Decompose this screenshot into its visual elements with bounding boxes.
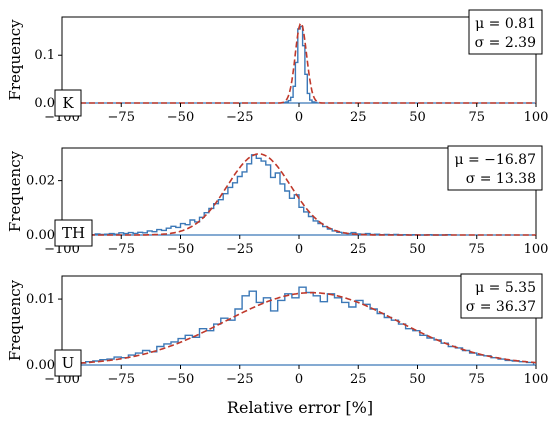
y-tick-label: 0.02 [26, 174, 55, 189]
panel-tag-label: TH [62, 224, 85, 242]
y-tick-label: 0.00 [26, 228, 55, 243]
x-tick-label: 0 [295, 110, 303, 125]
fit-stats-box [460, 273, 543, 319]
y-axis-title: Frequency [6, 279, 24, 361]
x-tick-label: 75 [468, 242, 485, 257]
x-tick-label: 50 [409, 372, 426, 387]
x-tick-label: 75 [468, 372, 485, 387]
x-tick-label: 75 [468, 110, 485, 125]
mu-value-label: μ = −16.87 [454, 152, 536, 168]
x-tick-label: −25 [226, 110, 253, 125]
panel-u: −100 −75 −50 −25 0 25 50 75 1000.000.01Frequency… [6, 273, 549, 387]
sigma-value-label: σ = 36.37 [466, 299, 536, 315]
panel-tag-label: U [62, 354, 75, 372]
y-axis-title: Frequency [6, 150, 24, 232]
fit-stats-box [447, 145, 543, 191]
histogram-step-series [61, 154, 452, 236]
sigma-value-label: σ = 13.38 [466, 171, 536, 187]
normal-fit-curve [62, 291, 537, 365]
x-tick-label: 0 [295, 242, 303, 257]
x-tick-label: −75 [108, 372, 135, 387]
normal-fit-curve [62, 22, 536, 104]
x-axis-title: Relative error [%] [227, 398, 373, 417]
panel-tag-box [54, 89, 82, 117]
panel-tag-label: K [62, 94, 74, 112]
plot-frame [61, 16, 537, 104]
x-tick-label: −25 [226, 372, 253, 387]
y-tick-label: 0.00 [26, 358, 55, 373]
mu-value-label: μ = 0.81 [475, 16, 536, 32]
y-tick-label: 0.0 [34, 96, 55, 111]
panel-tag-box [54, 349, 82, 377]
x-tick-label: −75 [108, 242, 135, 257]
x-tick-label: 25 [350, 372, 367, 387]
x-tick-label: 50 [409, 110, 426, 125]
normal-fit-curve [62, 153, 536, 236]
panel-th: −100 −75 −50 −25 0 25 50 75 1000.000.02Frequency… [6, 145, 549, 257]
x-tick-label: −75 [108, 110, 135, 125]
panel-tag-box [54, 219, 93, 247]
x-tick-label: −50 [167, 372, 194, 387]
y-tick-label: 0.1 [34, 48, 55, 63]
fit-stats-box [468, 9, 543, 55]
x-tick-label: 0 [295, 372, 303, 387]
x-tick-label: 100 [524, 242, 549, 257]
y-axis-title: Frequency [6, 19, 24, 101]
histogram-step-series [282, 25, 318, 104]
x-tick-label: 50 [409, 242, 426, 257]
x-tick-label: 100 [524, 110, 549, 125]
sigma-value-label: σ = 2.39 [475, 35, 536, 51]
x-tick-label: 25 [350, 242, 367, 257]
x-tick-label: −50 [167, 242, 194, 257]
x-tick-label: 25 [350, 110, 367, 125]
x-tick-label: −25 [226, 242, 253, 257]
y-tick-label: 0.01 [26, 292, 55, 307]
x-tick-label: −50 [167, 110, 194, 125]
x-tick-label: 100 [524, 372, 549, 387]
mu-value-label: μ = 5.35 [475, 280, 536, 296]
